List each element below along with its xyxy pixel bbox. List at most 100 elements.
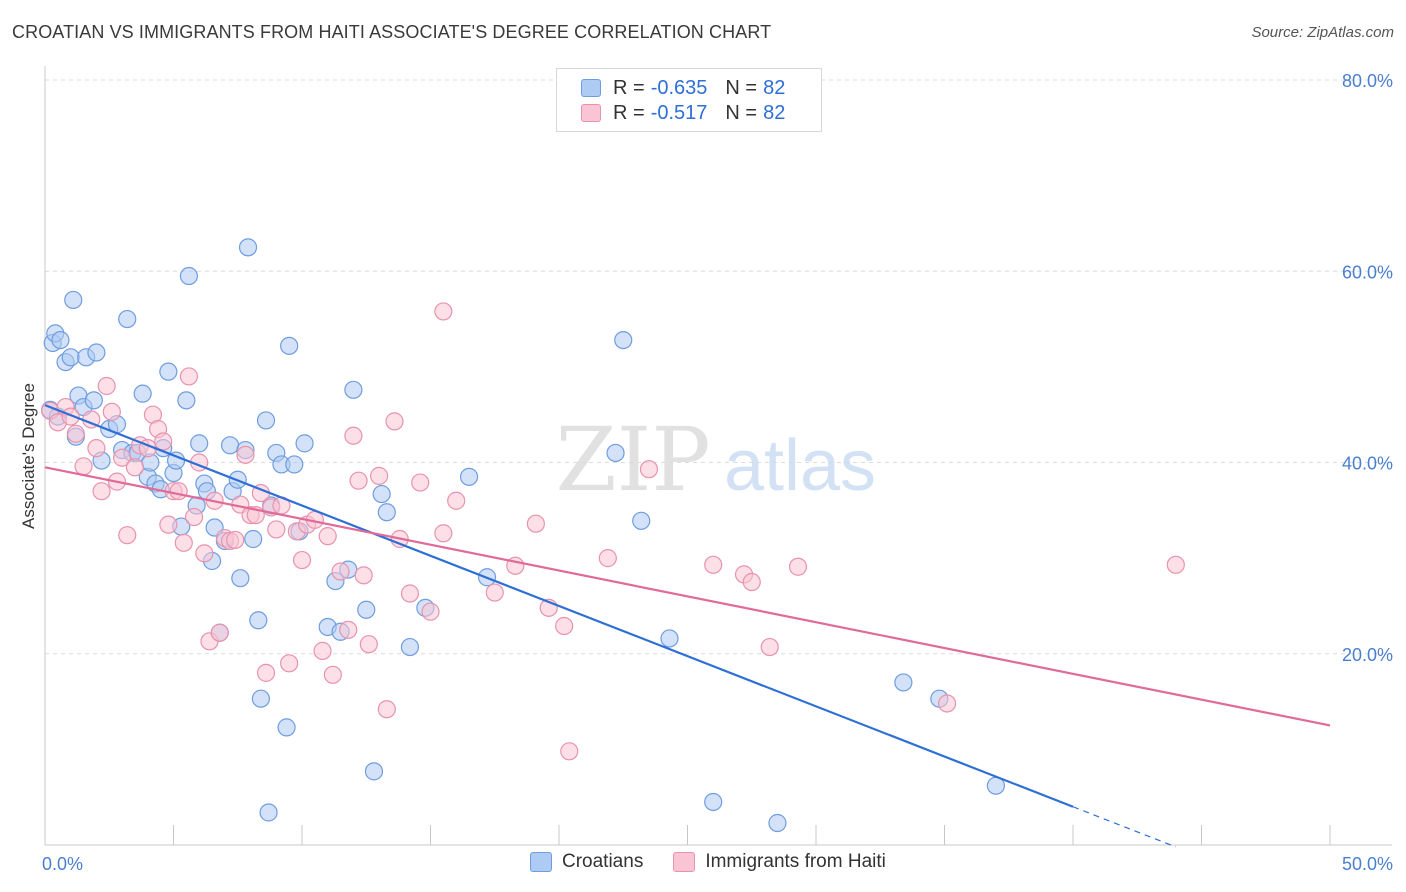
n-label: N = bbox=[725, 76, 758, 99]
data-point bbox=[226, 530, 245, 550]
legend-swatch-croatians bbox=[581, 79, 601, 97]
data-point bbox=[267, 520, 286, 539]
gridlines bbox=[45, 79, 1392, 655]
data-point bbox=[190, 434, 209, 453]
data-point bbox=[133, 384, 152, 403]
data-point bbox=[280, 654, 299, 673]
y-tick-label: 60.0% bbox=[1342, 262, 1393, 282]
data-point bbox=[1166, 555, 1185, 574]
r-value: -0.635 bbox=[650, 76, 708, 99]
data-point bbox=[249, 611, 268, 630]
data-point bbox=[400, 584, 420, 603]
data-point bbox=[459, 467, 479, 486]
trendlines bbox=[44, 404, 1331, 848]
data-point bbox=[354, 566, 373, 585]
legend-item-haiti: Immigrants from Haiti bbox=[673, 851, 886, 873]
data-point bbox=[331, 562, 350, 581]
axes bbox=[44, 66, 1392, 846]
data-point bbox=[179, 266, 199, 286]
data-point bbox=[606, 443, 625, 463]
legend-label-croatians: Croatians bbox=[562, 851, 644, 872]
data-point bbox=[66, 424, 85, 443]
data-point bbox=[344, 380, 363, 399]
data-point bbox=[285, 455, 304, 474]
data-point bbox=[598, 549, 617, 568]
source-label: Source: ZipAtlas.com bbox=[1251, 24, 1394, 41]
chart-title: CROATIAN VS IMMIGRANTS FROM HAITI ASSOCI… bbox=[12, 22, 772, 42]
x-tick-label: 50.0% bbox=[1342, 854, 1393, 874]
data-point bbox=[447, 491, 466, 510]
data-point bbox=[894, 673, 913, 692]
data-point bbox=[184, 507, 204, 527]
data-point bbox=[526, 514, 545, 533]
data-point bbox=[84, 391, 103, 410]
data-point bbox=[87, 343, 106, 362]
data-point bbox=[323, 665, 342, 684]
data-point bbox=[742, 572, 761, 592]
data-point bbox=[220, 436, 240, 455]
legend-swatch-haiti bbox=[673, 852, 696, 872]
data-point bbox=[768, 813, 787, 833]
data-point bbox=[344, 426, 363, 445]
data-point bbox=[125, 458, 145, 477]
data-point bbox=[256, 663, 276, 682]
r-label: R = bbox=[613, 101, 645, 124]
data-point bbox=[61, 348, 80, 367]
data-point bbox=[614, 331, 633, 350]
n-value: 82 bbox=[763, 76, 786, 99]
data-point bbox=[159, 515, 178, 534]
data-point bbox=[87, 439, 106, 458]
data-point bbox=[788, 557, 808, 576]
data-point bbox=[179, 367, 199, 386]
data-point bbox=[318, 527, 337, 546]
data-point bbox=[639, 460, 659, 479]
data-point bbox=[236, 445, 255, 464]
data-point bbox=[421, 602, 440, 621]
data-point bbox=[256, 411, 276, 430]
data-point bbox=[704, 792, 723, 812]
legend-swatch-haiti bbox=[581, 104, 601, 122]
trendline-croatians-extension bbox=[1072, 806, 1177, 848]
data-point bbox=[51, 331, 70, 350]
data-point bbox=[238, 238, 258, 257]
data-point bbox=[64, 290, 83, 310]
legend-item-croatians: Croatians bbox=[530, 851, 643, 873]
data-point bbox=[400, 637, 420, 657]
n-label: N = bbox=[725, 101, 758, 124]
data-point bbox=[434, 302, 453, 321]
data-point bbox=[292, 550, 312, 570]
data-point bbox=[159, 362, 178, 381]
legend-label-haiti: Immigrants from Haiti bbox=[705, 851, 886, 872]
data-point bbox=[372, 484, 391, 504]
data-point bbox=[434, 524, 453, 543]
data-point bbox=[339, 620, 358, 639]
data-point bbox=[244, 529, 263, 549]
data-point bbox=[359, 635, 378, 654]
data-point bbox=[259, 803, 278, 822]
data-point bbox=[377, 503, 396, 522]
data-point bbox=[251, 689, 270, 708]
data-point bbox=[560, 742, 579, 761]
data-point bbox=[357, 600, 376, 619]
data-point bbox=[177, 391, 196, 410]
data-point bbox=[313, 641, 332, 660]
data-point bbox=[295, 434, 314, 453]
data-point bbox=[937, 694, 957, 713]
data-point bbox=[280, 336, 299, 355]
data-point bbox=[92, 482, 111, 501]
series-haiti bbox=[41, 302, 1185, 761]
data-point bbox=[760, 637, 779, 657]
data-point bbox=[277, 718, 296, 737]
y-tick-label: 80.0% bbox=[1342, 71, 1393, 91]
trendline-haiti bbox=[44, 466, 1331, 727]
data-point bbox=[154, 432, 173, 451]
data-point bbox=[102, 402, 121, 421]
data-point bbox=[364, 762, 384, 781]
data-point bbox=[112, 448, 132, 467]
data-point bbox=[210, 623, 229, 642]
n-value: 82 bbox=[763, 101, 786, 124]
y-tick-label: 40.0% bbox=[1342, 454, 1393, 474]
y-axis-label: Associate's Degree bbox=[19, 383, 38, 529]
series-legend: Croatians Immigrants from Haiti bbox=[530, 851, 916, 873]
